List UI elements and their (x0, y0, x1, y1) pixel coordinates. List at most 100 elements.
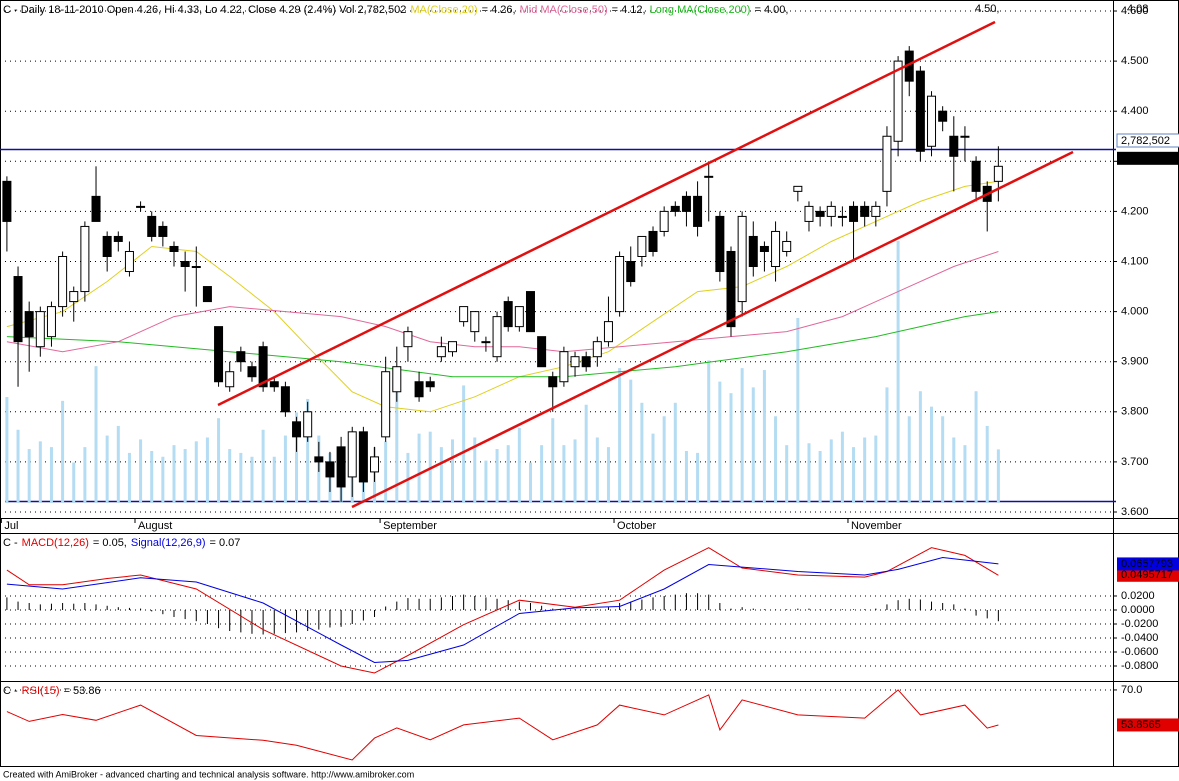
candle-body (949, 135, 959, 157)
candle-body (258, 346, 268, 388)
candle-body (860, 205, 870, 217)
candle-body (927, 95, 937, 147)
volume-bar (94, 366, 98, 503)
volume-bar (517, 427, 521, 503)
candle-body (782, 240, 792, 252)
y-tick-label: -0.0200 (1121, 618, 1158, 630)
volume-bar (796, 318, 800, 503)
candle-body (603, 321, 613, 343)
y-tick-label: 3.900 (1121, 356, 1149, 368)
candle-body (537, 336, 547, 368)
volume-bar (261, 429, 265, 503)
volume-bar (506, 445, 510, 503)
volume-bar (5, 397, 9, 503)
pane-title: C - Daily 18-11-2010 Open 4.26, Hi 4.33,… (3, 4, 788, 16)
pane-title: C - RSI(15) = 53.86 (3, 685, 101, 697)
candle-body (303, 411, 313, 438)
volume-bar (205, 437, 209, 503)
x-tick-label: October (617, 520, 656, 532)
candle-body (13, 276, 23, 343)
volume-bar (651, 433, 655, 503)
legend-name: MACD(12,26) (22, 537, 89, 549)
volume-bar (473, 437, 477, 503)
candle-body (292, 421, 302, 438)
y-tick-label: -0.0600 (1121, 646, 1158, 658)
legend-name: Signal(12,26,9) (131, 537, 206, 549)
volume-bar (49, 447, 53, 503)
volume-bar (774, 416, 778, 503)
candle-body (737, 215, 747, 303)
candle-body (336, 446, 346, 488)
volume-bar (662, 416, 666, 503)
volume-bar (807, 443, 811, 503)
volume-bar (540, 445, 544, 503)
volume-bar (72, 462, 76, 503)
volume-bar (818, 450, 822, 503)
annotation: 4.08 (1127, 3, 1148, 15)
volume-bar (384, 441, 388, 503)
volume-bar (740, 368, 744, 503)
value-tag (1117, 557, 1179, 571)
candle-body (459, 306, 469, 323)
candle-body (225, 371, 235, 388)
volume-bar (528, 462, 532, 503)
y-tick-label: 0.0000 (1121, 604, 1155, 616)
candle-body (247, 366, 257, 378)
line-series (6, 556, 999, 664)
candle-body (570, 356, 580, 368)
candle-body (648, 230, 658, 252)
candle-body (169, 245, 179, 252)
volume-bar (840, 431, 844, 503)
candle-body (693, 195, 703, 227)
y-tick-label: 4.100 (1121, 255, 1149, 267)
candle-body (804, 205, 814, 222)
volume-bar (673, 402, 677, 503)
candle-body (548, 376, 558, 388)
pane-title: C - MACD(12,26) = 0.05, Signal(12,26,9) = 0.… (3, 537, 240, 549)
candle-body (381, 371, 391, 438)
candle-body (492, 316, 502, 358)
volume-bar (952, 437, 956, 503)
volume-tag-label: 2,782,502 (1121, 135, 1170, 147)
volume-bar (183, 449, 187, 503)
trend-channel (217, 20, 1074, 509)
line-series (6, 180, 999, 413)
candle-body (80, 225, 90, 293)
legend-name: RSI(15) (22, 685, 60, 697)
candle-body (681, 195, 691, 212)
trend-line (351, 150, 1074, 509)
volume-bar (228, 449, 232, 503)
volume-bar (640, 402, 644, 503)
candle-body (470, 311, 480, 333)
candle-body (91, 195, 101, 222)
candle-body (136, 205, 146, 208)
value-tag-label: 0.0495717 (1121, 569, 1173, 581)
volume-bar (161, 456, 165, 503)
legend-value: = 53.86 (64, 685, 101, 697)
x-tick-label: November (851, 520, 902, 532)
volume-bar (985, 425, 989, 503)
candle-body (347, 431, 357, 478)
candle-body (960, 135, 970, 138)
candle-body (147, 215, 157, 237)
volume-bar (395, 371, 399, 503)
volume-bar (16, 429, 20, 503)
candle-body (58, 255, 68, 308)
annotation: 4.50, (975, 3, 999, 15)
candle-body (993, 165, 1003, 182)
volume-bar (941, 416, 945, 503)
volume-bar (562, 445, 566, 503)
volume-bar (595, 437, 599, 503)
candle-body (759, 245, 769, 252)
candle-body (425, 381, 435, 388)
volume-bar (907, 416, 911, 503)
candle-body (370, 456, 380, 473)
legend-value: = 4.26, (482, 4, 516, 16)
volume-bar (439, 447, 443, 503)
volume-bar (918, 391, 922, 503)
volume-bar (974, 391, 978, 503)
volume-bar (272, 456, 276, 503)
x-tick-label: September (383, 520, 437, 532)
candle-body (180, 261, 190, 268)
